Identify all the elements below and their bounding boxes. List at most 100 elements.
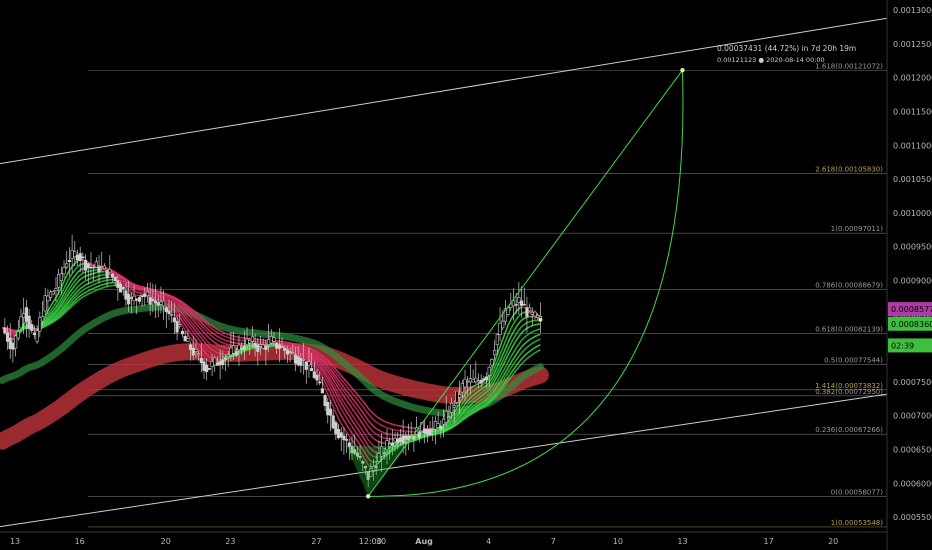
ribbon-segment xyxy=(52,317,57,321)
projection-end-point[interactable] xyxy=(680,67,685,73)
ribbon-segment xyxy=(523,358,528,362)
ribbon-segment xyxy=(324,370,329,376)
ribbon-segment xyxy=(335,388,340,394)
ribbon-segment xyxy=(329,371,334,377)
ribbon-segment xyxy=(370,422,375,427)
ribbon-segment xyxy=(400,442,404,446)
ribbon-segment xyxy=(192,319,197,324)
ribbon-segment xyxy=(63,296,68,302)
ribbon-segment xyxy=(504,376,509,382)
candle-body xyxy=(97,266,101,272)
ribbon-segment xyxy=(313,367,318,373)
ribbon-segment xyxy=(157,291,162,294)
ribbon-segment xyxy=(411,438,415,441)
candle-body xyxy=(256,344,260,352)
ribbon-segment xyxy=(499,360,504,367)
ribbon-segment xyxy=(467,412,471,416)
ribbon-segment xyxy=(354,406,359,411)
ribbon-segment xyxy=(157,294,162,298)
measure-sublabel: 0.00121123 ● 2020-08-14 00:00 xyxy=(717,56,825,64)
ribbon-segment xyxy=(343,406,348,413)
ribbon-segment xyxy=(386,432,390,436)
ribbon-segment xyxy=(464,415,469,419)
candle-body xyxy=(342,435,346,441)
ribbon-segment xyxy=(60,281,65,288)
ribbon-segment xyxy=(499,347,504,355)
ribbon-segment xyxy=(42,325,46,329)
candle-body xyxy=(118,283,123,293)
ribbon-segment xyxy=(518,312,523,317)
candle-body xyxy=(293,354,298,364)
ribbon-segment xyxy=(63,310,68,315)
ribbon-segment xyxy=(292,346,296,349)
ribbon-segment xyxy=(225,346,229,349)
ribbon-segment xyxy=(308,357,313,361)
price-axis[interactable]: 0.00130000 0.00125000 0.00120000 0.00115000… xyxy=(893,6,932,522)
ribbon-segment xyxy=(488,389,493,394)
candle-body xyxy=(334,422,338,435)
ribbon-segment xyxy=(324,377,329,383)
ribbon-segment xyxy=(192,327,197,332)
ribbon-segment xyxy=(488,395,493,400)
ribbon-segment xyxy=(300,348,304,352)
candle-body xyxy=(280,346,284,348)
ribbon-segment xyxy=(351,426,356,431)
ribbon-segment xyxy=(222,334,226,338)
ribbon-segment xyxy=(187,317,192,322)
ribbon-segment xyxy=(356,434,361,440)
projection-start-point[interactable] xyxy=(365,494,371,499)
ribbon-segment xyxy=(389,427,393,431)
ribbon-segment xyxy=(499,371,504,378)
price-tick-label: 0.00065000 xyxy=(893,446,932,455)
ribbon-segment xyxy=(127,288,132,294)
ribbon-segment xyxy=(305,349,310,353)
ribbon-segment xyxy=(383,453,388,457)
ribbon-segment xyxy=(359,444,364,450)
ribbon-segment xyxy=(55,316,60,320)
ribbon-segment xyxy=(467,414,471,418)
ribbon-segment xyxy=(518,346,523,352)
price-tick-label: 0.00120000 xyxy=(893,74,932,83)
ribbon-segment xyxy=(198,325,202,330)
ribbon-segment xyxy=(68,273,73,279)
ribbon-segment xyxy=(373,455,377,459)
ribbon-segment xyxy=(469,410,474,414)
candle-body xyxy=(444,410,448,423)
time-tick-label: 13 xyxy=(677,537,687,546)
candle-body xyxy=(86,263,90,269)
ribbon-segment xyxy=(496,354,501,362)
ribbon-segment xyxy=(321,355,326,359)
ribbon-segment xyxy=(152,295,156,299)
ribbon-segment xyxy=(287,341,291,344)
ribbon-segment xyxy=(512,365,517,371)
ribbon-segment xyxy=(308,347,312,351)
ribbon-segment xyxy=(348,421,353,427)
time-tick-label: 30 xyxy=(376,537,386,546)
ribbon-segment xyxy=(375,462,380,466)
ribbon-segment xyxy=(287,345,291,348)
ribbon-segment xyxy=(123,282,127,285)
ribbon-segment xyxy=(63,275,68,282)
ribbon-segment xyxy=(200,337,205,342)
ribbon-segment xyxy=(90,280,95,284)
ribbon-segment xyxy=(203,336,208,342)
candle-body xyxy=(318,381,322,384)
ribbon-segment xyxy=(354,436,359,442)
ribbon-segment xyxy=(496,376,501,382)
ribbon-segment xyxy=(488,377,493,383)
ribbon-segment xyxy=(491,395,496,400)
ribbon-segment xyxy=(469,402,474,406)
ribbon-segment xyxy=(74,286,79,291)
ribbon-segment xyxy=(515,350,520,356)
ribbon-segment xyxy=(52,297,57,303)
time-tick-label: 17 xyxy=(763,537,773,546)
candle-body xyxy=(113,276,117,281)
ribbon-segment xyxy=(165,299,170,303)
ribbon-segment xyxy=(337,397,342,404)
ribbon-segment xyxy=(225,339,229,343)
ribbon-segment xyxy=(518,358,523,363)
ribbon-segment xyxy=(483,398,488,402)
ribbon-segment xyxy=(211,344,216,349)
